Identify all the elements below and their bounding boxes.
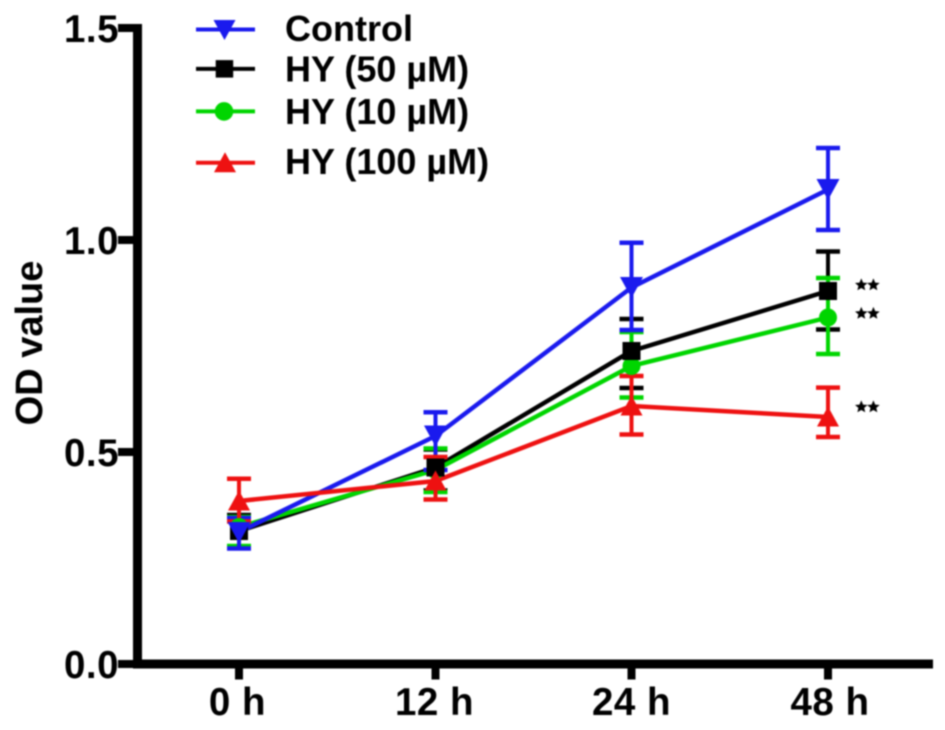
- svg-text:24 h: 24 h: [592, 681, 671, 724]
- svg-text:0 h: 0 h: [209, 681, 266, 724]
- svg-text:HY (100 µM): HY (100 µM): [285, 141, 489, 182]
- svg-text:12 h: 12 h: [395, 681, 474, 724]
- svg-text:0.0: 0.0: [64, 644, 119, 687]
- svg-text:1.5: 1.5: [64, 8, 119, 51]
- svg-text:48 h: 48 h: [790, 681, 869, 724]
- svg-text:Control: Control: [285, 8, 413, 49]
- svg-text:HY (50 µM): HY (50 µM): [285, 48, 469, 89]
- svg-text:0.5: 0.5: [64, 432, 119, 475]
- svg-text:1.0: 1.0: [64, 220, 119, 263]
- svg-text:OD value: OD value: [9, 261, 51, 426]
- svg-text:HY (10 µM): HY (10 µM): [285, 91, 469, 132]
